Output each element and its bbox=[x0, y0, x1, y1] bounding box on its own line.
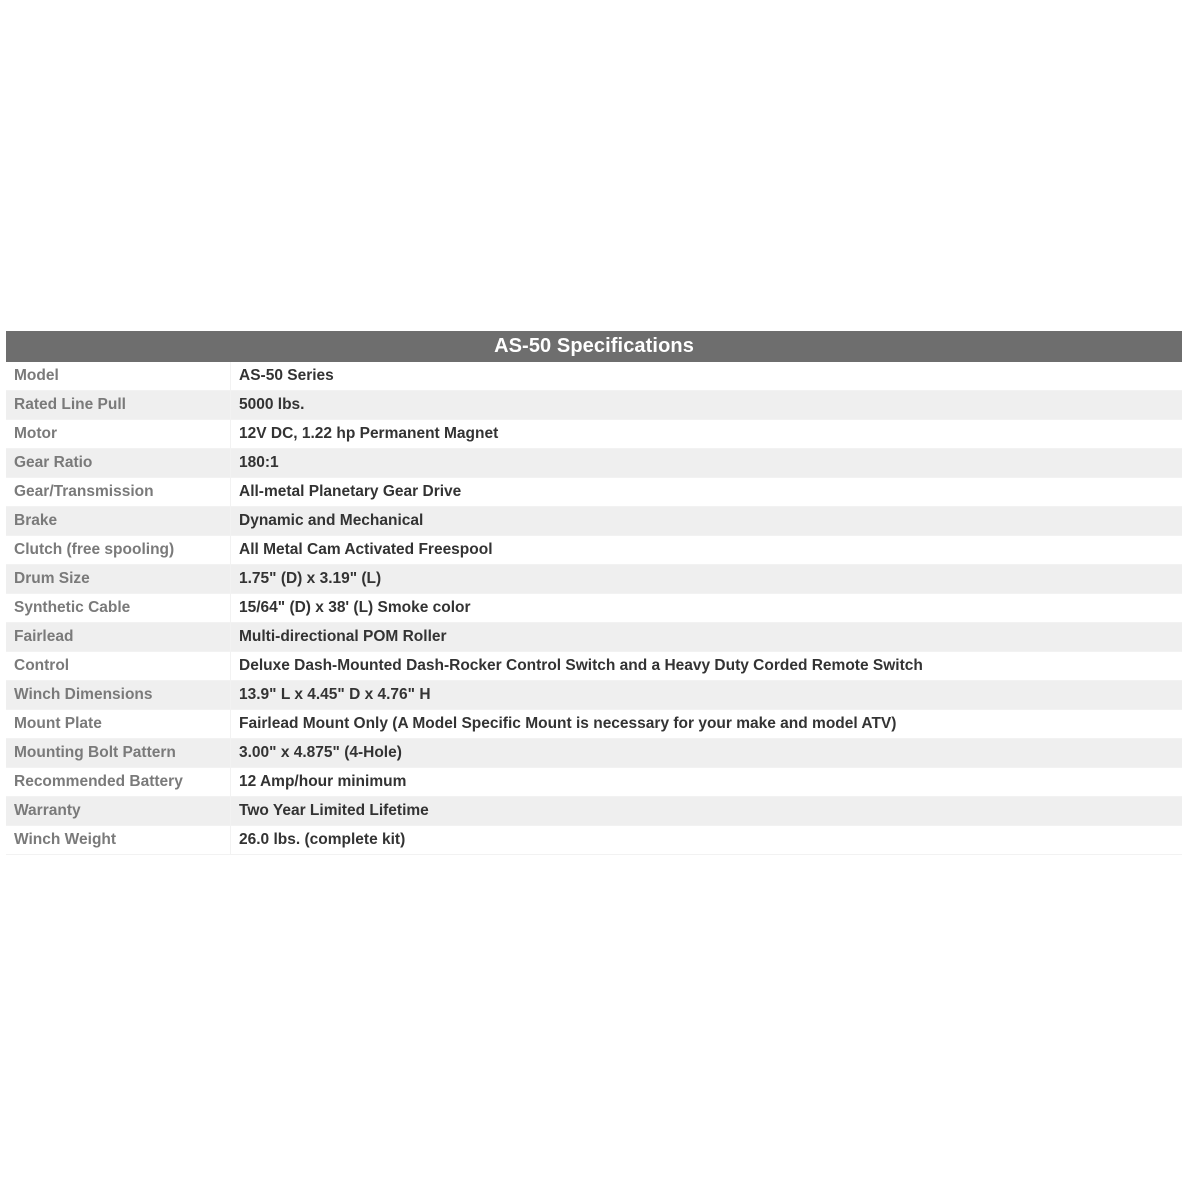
spec-label-cell: Drum Size bbox=[6, 564, 231, 594]
table-row: Gear/Transmission All-metal Planetary Gea… bbox=[6, 477, 1182, 507]
table-body: Model AS-50 Series Rated Line Pull 5000 lbs… bbox=[6, 362, 1182, 855]
spec-value-cell: 12 Amp/hour minimum bbox=[230, 767, 1182, 797]
spec-label-cell: Winch Weight bbox=[6, 825, 231, 855]
spec-label-cell: Warranty bbox=[6, 796, 231, 826]
table-row: Model AS-50 Series bbox=[6, 362, 1182, 391]
spec-value-cell: Fairlead Mount Only (A Model Specific Mo… bbox=[230, 709, 1182, 739]
spec-value-cell: AS-50 Series bbox=[230, 362, 1182, 391]
table-row: Control Deluxe Dash-Mounted Dash-Rocker C… bbox=[6, 651, 1182, 681]
table-row: Motor 12V DC, 1.22 hp Permanent Magnet bbox=[6, 419, 1182, 449]
spec-value-cell: 26.0 lbs. (complete kit) bbox=[230, 825, 1182, 855]
spec-label-cell: Synthetic Cable bbox=[6, 593, 231, 623]
spec-label-cell: Mount Plate bbox=[6, 709, 231, 739]
spec-value-cell: 180:1 bbox=[230, 448, 1182, 478]
spec-label-cell: Brake bbox=[6, 506, 231, 536]
specifications-table: AS-50 Specifications Model AS-50 Series Ra… bbox=[6, 331, 1182, 855]
spec-value-cell: Multi-directional POM Roller bbox=[230, 622, 1182, 652]
table-row: Winch Weight 26.0 lbs. (complete kit) bbox=[6, 825, 1182, 855]
table-row: Drum Size 1.75" (D) x 3.19" (L) bbox=[6, 564, 1182, 594]
spec-value-cell: 13.9" L x 4.45" D x 4.76" H bbox=[230, 680, 1182, 710]
table-row: Synthetic Cable 15/64" (D) x 38' (L) Smok… bbox=[6, 593, 1182, 623]
spec-label-cell: Control bbox=[6, 651, 231, 681]
table-row: Recommended Battery 12 Amp/hour minimum bbox=[6, 767, 1182, 797]
spec-label-cell: Gear Ratio bbox=[6, 448, 231, 478]
table-row: Warranty Two Year Limited Lifetime bbox=[6, 796, 1182, 826]
table-row: Rated Line Pull 5000 lbs. bbox=[6, 390, 1182, 420]
spec-value-cell: Dynamic and Mechanical bbox=[230, 506, 1182, 536]
spec-label-cell: Mounting Bolt Pattern bbox=[6, 738, 231, 768]
table-row: Mount Plate Fairlead Mount Only (A Model … bbox=[6, 709, 1182, 739]
spec-value-cell: All-metal Planetary Gear Drive bbox=[230, 477, 1182, 507]
spec-value-cell: 5000 lbs. bbox=[230, 390, 1182, 420]
spec-label-cell: Recommended Battery bbox=[6, 767, 231, 797]
spec-value-cell: 3.00" x 4.875" (4-Hole) bbox=[230, 738, 1182, 768]
specifications-table-container: AS-50 Specifications Model AS-50 Series Ra… bbox=[6, 331, 1182, 855]
table-title: AS-50 Specifications bbox=[6, 331, 1182, 362]
table-row: Mounting Bolt Pattern 3.00" x 4.875" (4-H… bbox=[6, 738, 1182, 768]
spec-value-cell: 1.75" (D) x 3.19" (L) bbox=[230, 564, 1182, 594]
table-row: Brake Dynamic and Mechanical bbox=[6, 506, 1182, 536]
spec-label-cell: Rated Line Pull bbox=[6, 390, 231, 420]
spec-value-cell: 15/64" (D) x 38' (L) Smoke color bbox=[230, 593, 1182, 623]
spec-label-cell: Clutch (free spooling) bbox=[6, 535, 231, 565]
spec-label-cell: Motor bbox=[6, 419, 231, 449]
spec-value-cell: All Metal Cam Activated Freespool bbox=[230, 535, 1182, 565]
spec-value-cell: Two Year Limited Lifetime bbox=[230, 796, 1182, 826]
table-row: Clutch (free spooling) All Metal Cam Acti… bbox=[6, 535, 1182, 565]
spec-label-cell: Fairlead bbox=[6, 622, 231, 652]
table-row: Fairlead Multi-directional POM Roller bbox=[6, 622, 1182, 652]
spec-label-cell: Model bbox=[6, 362, 231, 391]
spec-label-cell: Winch Dimensions bbox=[6, 680, 231, 710]
spec-value-cell: 12V DC, 1.22 hp Permanent Magnet bbox=[230, 419, 1182, 449]
spec-label-cell: Gear/Transmission bbox=[6, 477, 231, 507]
table-row: Winch Dimensions 13.9" L x 4.45" D x 4.76… bbox=[6, 680, 1182, 710]
table-row: Gear Ratio 180:1 bbox=[6, 448, 1182, 478]
spec-value-cell: Deluxe Dash-Mounted Dash-Rocker Control … bbox=[230, 651, 1182, 681]
